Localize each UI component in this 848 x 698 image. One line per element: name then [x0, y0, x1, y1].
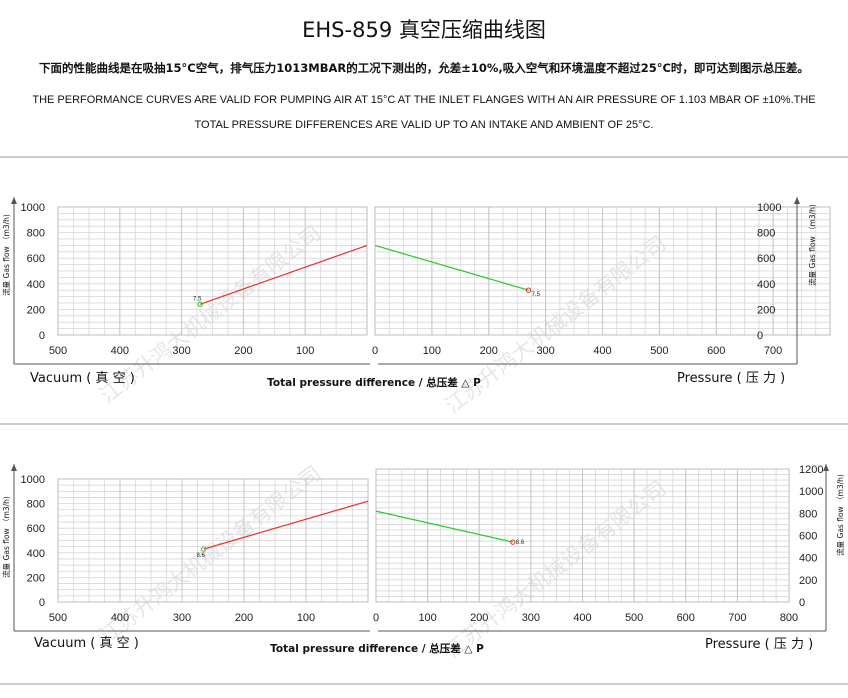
x-tick-label: 400 [573, 612, 591, 624]
x-tick-label: 400 [111, 345, 129, 357]
y-tick-label: 200 [757, 304, 775, 316]
y-tick-label: 600 [27, 253, 45, 265]
x-tick-label: 600 [707, 345, 725, 357]
pressure-label: Pressure ( 压 力 ) [677, 371, 785, 386]
x-tick-label: 0 [372, 345, 378, 357]
note-english: THE PERFORMANCE CURVES ARE VALID FOR PUM… [32, 94, 816, 131]
pressure-series-line [374, 244, 529, 291]
axes [11, 464, 829, 632]
y-tick-label: 0 [757, 330, 763, 342]
y-tick-label: 1000 [21, 474, 45, 486]
x-tick-label: 200 [480, 345, 498, 357]
annotation-label: 7.5 [532, 292, 541, 298]
x-tick-label: 500 [49, 612, 67, 624]
vacuum-panel: 500 400 300 200 100 1000 800 600 400 200 0 7.5 [21, 202, 368, 357]
annotation-marker [201, 546, 207, 552]
x-tick-label: 100 [297, 612, 315, 624]
x-tick-label: 600 [677, 612, 695, 624]
x-tick-label: 500 [49, 345, 67, 357]
y-tick-label: 200 [799, 575, 817, 587]
vacuum-panel: 500 400 300 200 100 1000 800 600 400 200 0 8.6 [21, 474, 369, 624]
y-tick-label: 400 [27, 548, 45, 560]
y-tick-label: 200 [27, 304, 45, 316]
annotation-label: 8.6 [197, 553, 206, 559]
vacuum-label: Vacuum ( 真 空 ) [30, 371, 135, 386]
x-tick-label: 200 [470, 612, 488, 624]
annotation-label: 8.6 [516, 540, 525, 546]
plot-frame [57, 478, 369, 603]
annotation-marker [510, 539, 516, 545]
watermark-text: 江苏升鸿大机械设备有限公司 [96, 461, 326, 648]
vacuum-series-line [199, 244, 368, 305]
x-tick-label: 100 [296, 345, 314, 357]
y-axis-label-right: 流量 Gas flow （m3/h) [835, 474, 845, 556]
x-tick-label: 200 [235, 612, 253, 624]
y-tick-label: 1200 [799, 464, 823, 476]
pressure-panel: 0 100 200 300 400 500 600 700 800 1200 1000 800 600 4… [373, 464, 824, 624]
annotation-marker [197, 301, 203, 307]
x-tick-label: 700 [728, 612, 746, 624]
plot-frame [375, 468, 790, 603]
y-tick-label: 400 [27, 279, 45, 291]
right-axis-arrow [794, 197, 800, 204]
pressure-series-line [375, 510, 513, 543]
x-tick-label: 200 [234, 345, 252, 357]
x-tick-label: 700 [764, 345, 782, 357]
x-tick-label: 800 [780, 612, 798, 624]
y-tick-label: 1000 [757, 202, 781, 214]
plot-frame [374, 206, 831, 336]
y-tick-label: 0 [39, 330, 45, 342]
left-axis-arrow [11, 197, 17, 204]
axes [11, 197, 800, 365]
y-tick-label: 600 [27, 523, 45, 535]
x-tick-label: 100 [423, 345, 441, 357]
watermark-text: 江苏升鸿大机械设备有限公司 [441, 476, 671, 663]
y-tick-label: 0 [39, 597, 45, 609]
vacuum-label: Vacuum ( 真 空 ) [34, 636, 139, 651]
y-tick-label: 200 [27, 572, 45, 584]
watermark-text: 江苏升鸿大机械设备有限公司 [441, 231, 671, 418]
y-axis-label-left: 流量 Gas flow （m3/h) [1, 496, 11, 578]
x-tick-label: 300 [172, 345, 190, 357]
y-tick-label: 800 [27, 499, 45, 511]
y-tick-label: 0 [799, 597, 805, 609]
y-tick-label: 800 [757, 228, 775, 240]
note-chinese: 下面的性能曲线是在吸抽15°C空气，排气压力1013MBAR的工况下测出的，允差… [39, 61, 809, 75]
pressure-panel: 0 100 200 300 400 500 600 700 1000 800 600 400 200 0 7… [372, 202, 831, 357]
pressure-label: Pressure ( 压 力 ) [705, 637, 813, 652]
y-tick-label: 400 [757, 279, 775, 291]
x-axis-label: Total pressure difference / 总压差 △ P [270, 642, 484, 655]
x-tick-label: 500 [650, 345, 668, 357]
y-tick-label: 600 [799, 531, 817, 543]
plot-frame [57, 206, 368, 336]
x-tick-label: 300 [173, 612, 191, 624]
x-tick-label: 500 [625, 612, 643, 624]
x-tick-label: 300 [522, 612, 540, 624]
annotation-label: 7.5 [193, 296, 202, 302]
y-tick-label: 1000 [799, 486, 823, 498]
left-axis-arrow [11, 464, 17, 471]
x-axis-label: Total pressure difference / 总压差 △ P [267, 376, 481, 389]
y-axis-label-right: 流量 Gas flow （m3/h) [807, 204, 817, 286]
y-tick-label: 800 [27, 228, 45, 240]
y-tick-label: 1000 [21, 202, 45, 214]
vacuum-series-line [203, 500, 369, 550]
x-tick-label: 300 [536, 345, 554, 357]
y-tick-label: 600 [757, 253, 775, 265]
x-tick-label: 400 [111, 612, 129, 624]
right-axis-arrow [823, 464, 829, 471]
y-tick-label: 800 [799, 508, 817, 520]
annotation-marker [525, 287, 532, 293]
x-tick-label: 0 [373, 612, 379, 624]
y-axis-label-left: 流量 Gas flow （m3/h) [1, 214, 11, 296]
x-tick-label: 400 [593, 345, 611, 357]
y-tick-label: 400 [799, 553, 817, 565]
page-title: EHS-859 真空压缩曲线图 [302, 18, 546, 42]
x-tick-label: 100 [418, 612, 436, 624]
